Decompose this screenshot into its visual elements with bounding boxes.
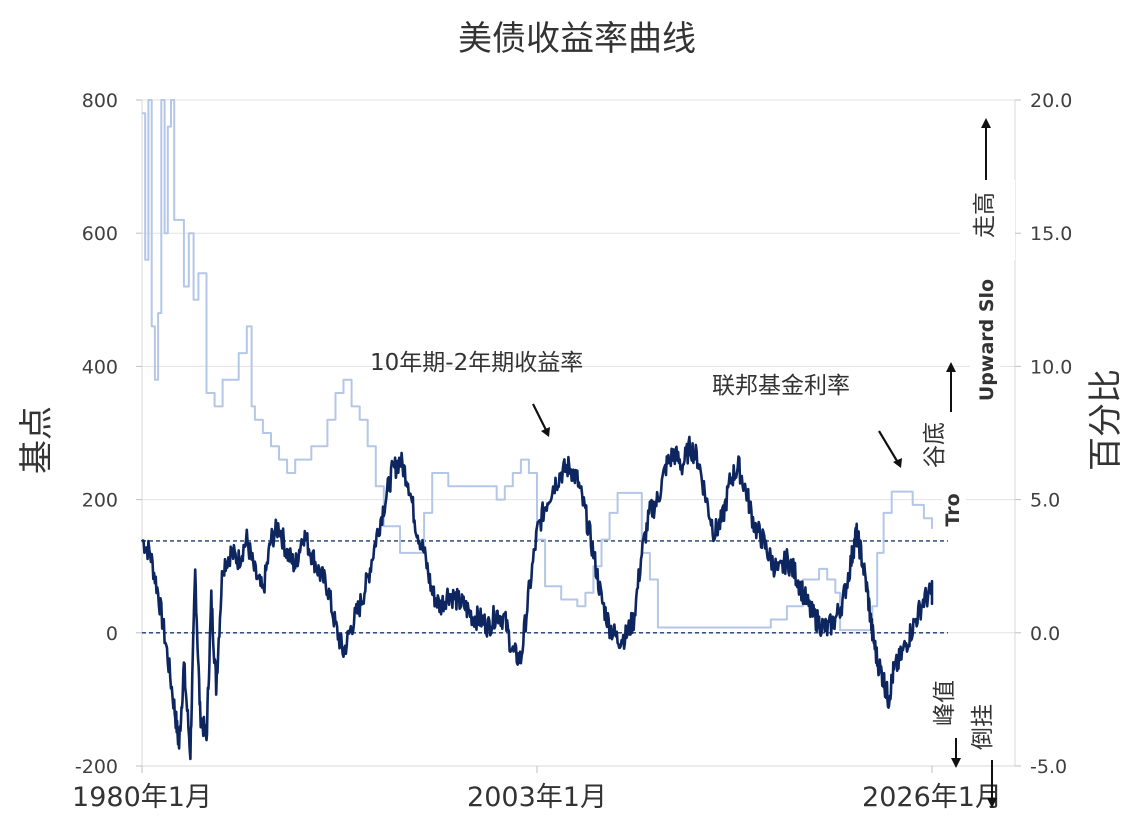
side-label-trough-en: Tro	[942, 493, 964, 526]
series-line-10y-2y-spread	[140, 435, 934, 761]
upward-arrow	[981, 118, 991, 180]
annotation-spread-arrow	[532, 403, 550, 437]
side-label-upward-cn: 走高	[972, 192, 998, 238]
gridlines	[142, 99, 1015, 634]
y-left-tick-label: -200	[75, 756, 118, 778]
y-axis-left-title: 基点	[17, 406, 57, 474]
annotation-fedfunds-arrow	[878, 430, 902, 468]
chart-title: 美债收益率曲线	[458, 19, 696, 59]
y-right-tick-label: -5.0	[1030, 756, 1067, 778]
side-label-mask-3	[942, 488, 966, 532]
inverted-arrow	[987, 760, 997, 808]
annotation-spread-label: 10年期-2年期收益率	[370, 350, 583, 376]
y-left-tick-label: 600	[82, 223, 118, 245]
y-left-tick-label: 200	[82, 490, 118, 512]
annotation-fedfunds-label: 联邦基金利率	[712, 373, 850, 399]
y-right-tick-label: 10.0	[1030, 356, 1072, 378]
side-label-mask	[960, 180, 1015, 260]
x-axis-ticks: 1980年1月 2003年1月 2026年1月	[72, 766, 1002, 813]
trough-arrow	[946, 362, 956, 412]
y-axis-left-ticks: -200 0 200 400 600 800	[75, 90, 142, 778]
y-axis-right-title: 百分比	[1086, 369, 1126, 471]
side-label-inverted-cn: 倒挂	[970, 704, 996, 750]
x-tick-label: 2003年1月	[467, 782, 607, 813]
side-label-trough-cn: 谷底	[922, 422, 948, 468]
y-right-tick-label: 15.0	[1030, 223, 1072, 245]
side-label-peak-cn: 峰值	[932, 680, 958, 726]
x-tick-label: 1980年1月	[72, 782, 212, 813]
y-left-tick-label: 400	[82, 356, 118, 378]
side-label-upward-en: Upward Slo	[976, 279, 998, 401]
y-left-tick-label: 0	[106, 623, 118, 645]
peak-arrow	[951, 738, 961, 768]
y-left-tick-label: 800	[82, 90, 118, 112]
y-right-tick-label: 5.0	[1030, 490, 1060, 512]
series-line-fed-funds-rate	[142, 99, 933, 632]
side-label-mask-2	[970, 260, 1000, 420]
y-right-tick-label: 20.0	[1030, 90, 1072, 112]
y-axis-right-ticks: -5.0 0.0 5.0 10.0 15.0 20.0	[1015, 90, 1072, 778]
y-right-tick-label: 0.0	[1030, 623, 1060, 645]
x-tick-label: 2026年1月	[862, 782, 1002, 813]
